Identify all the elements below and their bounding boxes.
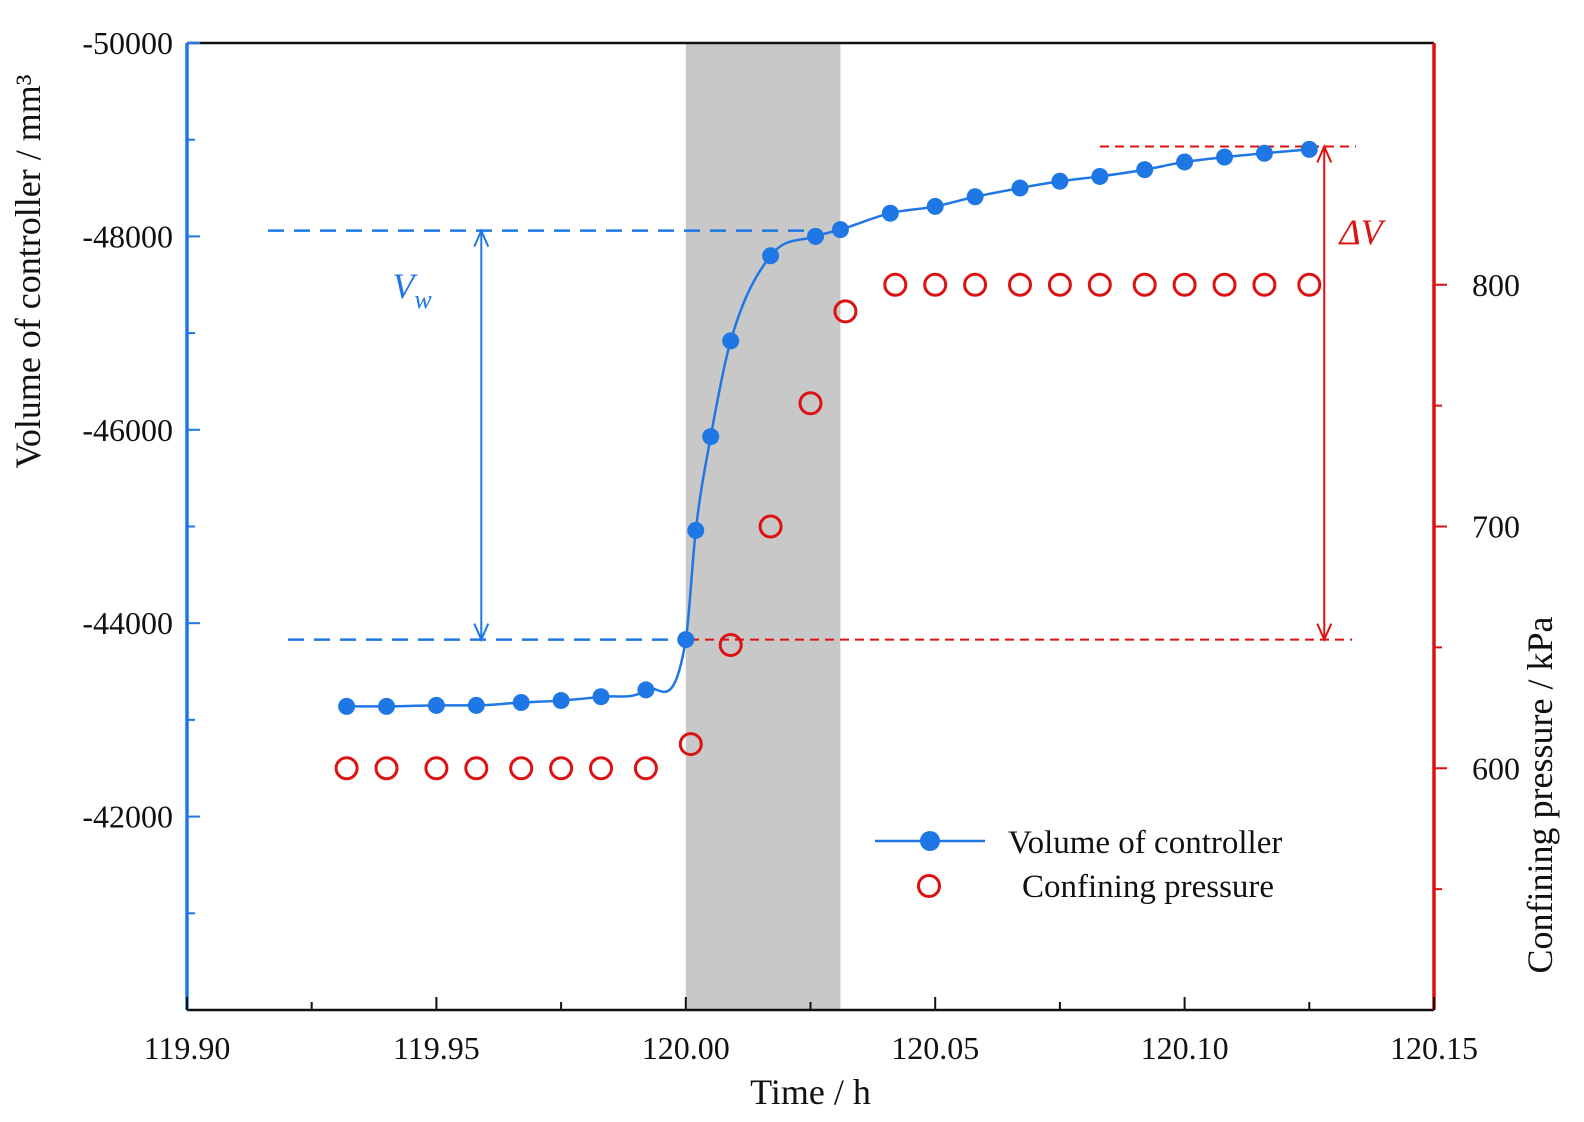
volume-point [1176, 153, 1194, 171]
x-tick-labels: 119.90 119.95 120.00 120.05 120.10 120.15 [144, 1030, 1478, 1066]
dv-dimension-arrow [1316, 143, 1333, 643]
left-y-tick-labels: -42000 -44000 -46000 -48000 -50000 [82, 25, 173, 835]
pressure-point [589, 756, 614, 781]
volume-point [1216, 148, 1234, 166]
pressure-point [718, 632, 743, 657]
volume-point [637, 681, 655, 699]
volume-point [378, 697, 396, 715]
volume-point [881, 204, 899, 222]
dv-annotation: ΔV [1337, 212, 1386, 252]
volume-point [722, 332, 740, 350]
vw-annotation: Vw [392, 266, 432, 314]
volume-point [1136, 161, 1154, 179]
right-y-tick-label: 800 [1472, 267, 1520, 303]
volume-point [1051, 172, 1069, 190]
volume-point [926, 197, 944, 215]
pressure-point [549, 756, 574, 781]
x-tick-label: 120.15 [1390, 1030, 1478, 1066]
right-y-tick-label: 600 [1472, 750, 1520, 786]
pressure-series-points [334, 272, 1322, 781]
pressure-point [509, 756, 534, 781]
pressure-point [833, 299, 858, 324]
legend-label-pressure: Confining pressure [1022, 869, 1274, 905]
volume-point [1011, 179, 1029, 197]
pressure-point [923, 272, 948, 297]
pressure-point [1007, 272, 1032, 297]
shaded-region [685, 43, 841, 1010]
x-tick-label: 120.10 [1141, 1030, 1229, 1066]
x-tick-label: 119.90 [144, 1030, 231, 1066]
left-y-axis-title: Volume of controller / mm³ [8, 74, 48, 468]
left-y-tick-label: -42000 [82, 799, 173, 835]
volume-point [762, 247, 780, 265]
vw-arrow-head-bottom [473, 623, 490, 643]
legend-label-volume: Volume of controller [1008, 825, 1282, 861]
pressure-point [963, 272, 988, 297]
volume-point [592, 688, 610, 706]
pressure-point [758, 514, 783, 539]
vw-annotation-subscript: w [414, 285, 432, 314]
left-y-tick-label: -50000 [82, 25, 173, 61]
pressure-point [633, 756, 658, 781]
volume-point [966, 188, 984, 206]
volume-point [831, 221, 849, 239]
dv-arrow-head-top [1316, 143, 1333, 163]
left-y-tick-label: -48000 [82, 218, 173, 254]
volume-point [1300, 140, 1318, 158]
vw-annotation-main: V [392, 266, 418, 306]
axis-ticks [186, 42, 1447, 1010]
pressure-point [1252, 272, 1277, 297]
volume-point [806, 227, 824, 245]
volume-point [427, 696, 445, 714]
x-tick-label: 119.95 [393, 1030, 480, 1066]
volume-point [467, 696, 485, 714]
volume-point [677, 631, 695, 649]
x-axis-title: Time / h [750, 1072, 871, 1112]
volume-point [552, 692, 570, 710]
volume-point [1255, 144, 1273, 162]
pressure-point [1132, 272, 1157, 297]
dv-arrow-head-bottom [1316, 623, 1333, 643]
x-tick-label: 120.05 [891, 1030, 979, 1066]
volume-point [1091, 167, 1109, 185]
volume-point [512, 693, 530, 711]
vw-dimension-arrow [473, 228, 490, 643]
volume-point [702, 428, 720, 446]
pressure-point [464, 756, 489, 781]
vw-arrow-head-top [473, 228, 490, 247]
volume-point [338, 697, 356, 715]
left-y-tick-label: -46000 [82, 412, 173, 448]
pressure-point [374, 756, 399, 781]
volume-series-points [338, 140, 1318, 715]
pressure-point [1172, 272, 1197, 297]
pressure-point [678, 732, 703, 757]
pressure-point [798, 391, 823, 416]
pressure-point [1047, 272, 1072, 297]
legend: Volume of controller Confining pressure [875, 825, 1282, 905]
legend-pressure-marker [917, 874, 941, 898]
pressure-point [424, 756, 449, 781]
volume-point [687, 521, 705, 539]
right-y-tick-label: 700 [1472, 509, 1520, 545]
pressure-point [883, 272, 908, 297]
right-y-tick-labels: 600 700 800 [1472, 267, 1520, 787]
legend-volume-marker [920, 831, 940, 851]
x-tick-label: 120.00 [642, 1030, 730, 1066]
left-y-tick-label: -44000 [82, 605, 173, 641]
pressure-point [1212, 272, 1237, 297]
right-y-axis-title: Confining pressure / kPa [1520, 617, 1560, 974]
pressure-point [334, 756, 359, 781]
pressure-point [1297, 272, 1322, 297]
pressure-point [1087, 272, 1112, 297]
